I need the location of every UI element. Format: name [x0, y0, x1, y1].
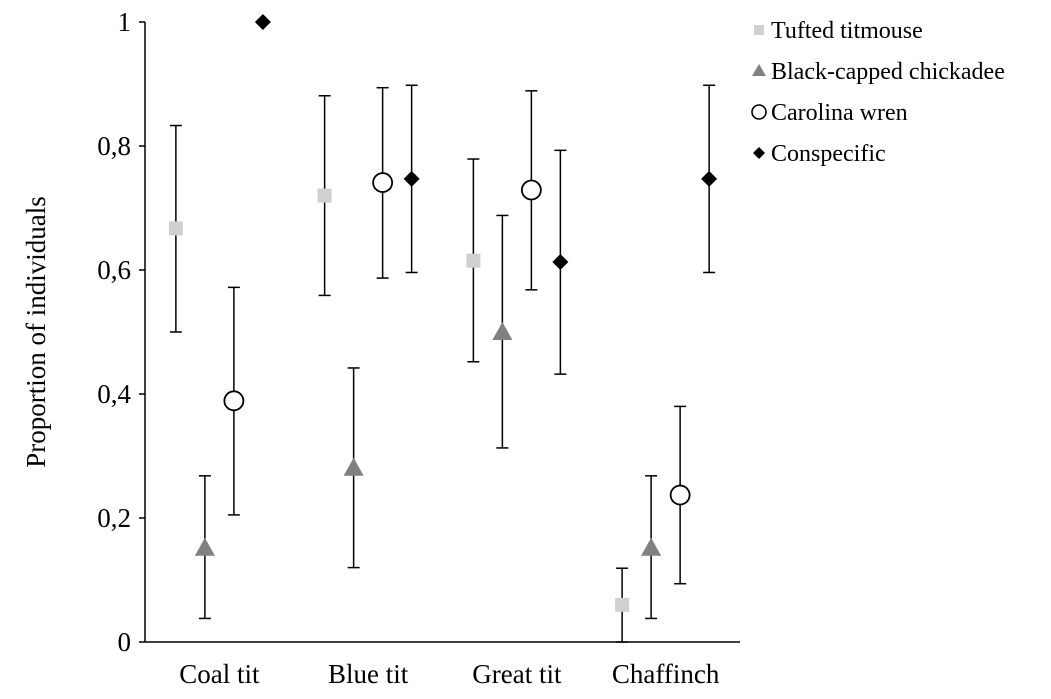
data-point: [520, 179, 542, 201]
data-point: [492, 322, 513, 340]
error-bars: [169, 84, 716, 643]
data-point: [254, 14, 271, 30]
legend-marker: [752, 64, 766, 76]
data-point: [669, 484, 691, 506]
data-point: [223, 390, 245, 412]
data-point: [641, 537, 662, 556]
legend-item: Conspecific: [753, 141, 886, 167]
legend-marker: [754, 25, 764, 35]
data-points: [168, 14, 718, 612]
data-point: [552, 253, 569, 270]
legend-marker: [753, 147, 765, 159]
y-tick-label: 1: [118, 7, 132, 37]
legend-label: Black-capped chickadee: [771, 59, 1005, 85]
x-category-label: Great tit: [472, 659, 562, 689]
y-tick-label: 0,6: [97, 255, 131, 285]
data-point: [701, 170, 718, 187]
y-tick-label: 0,4: [97, 379, 131, 409]
data-point: [317, 188, 332, 203]
x-category-label: Chaffinch: [612, 659, 720, 689]
y-ticks: 0 0,2 0,4 0,6 0,8 1: [97, 7, 145, 657]
legend: Tufted titmouse Black-capped chickadee Car…: [751, 18, 1005, 167]
data-point: [343, 457, 364, 476]
legend-marker: [751, 104, 767, 120]
x-categories: Coal tit Blue tit Great tit Chaffinch: [179, 659, 720, 689]
legend-label: Tufted titmouse: [771, 18, 923, 44]
legend-label: Carolina wren: [771, 100, 908, 126]
legend-item: Tufted titmouse: [754, 18, 923, 44]
y-axis-title: Proportion of individuals: [21, 196, 51, 468]
y-tick-label: 0: [118, 627, 132, 657]
x-category-label: Coal tit: [179, 659, 260, 689]
axes: [144, 22, 740, 643]
y-tick-label: 0,2: [97, 503, 131, 533]
legend-label: Conspecific: [771, 141, 886, 167]
data-point: [466, 253, 481, 268]
data-point: [168, 221, 183, 236]
data-point: [372, 172, 394, 193]
legend-item: Black-capped chickadee: [752, 59, 1005, 85]
x-category-label: Blue tit: [328, 659, 409, 689]
y-tick-label: 0,8: [97, 131, 131, 161]
data-point: [403, 170, 420, 187]
data-point: [615, 597, 630, 612]
legend-item: Carolina wren: [751, 100, 908, 126]
data-point: [194, 537, 215, 556]
